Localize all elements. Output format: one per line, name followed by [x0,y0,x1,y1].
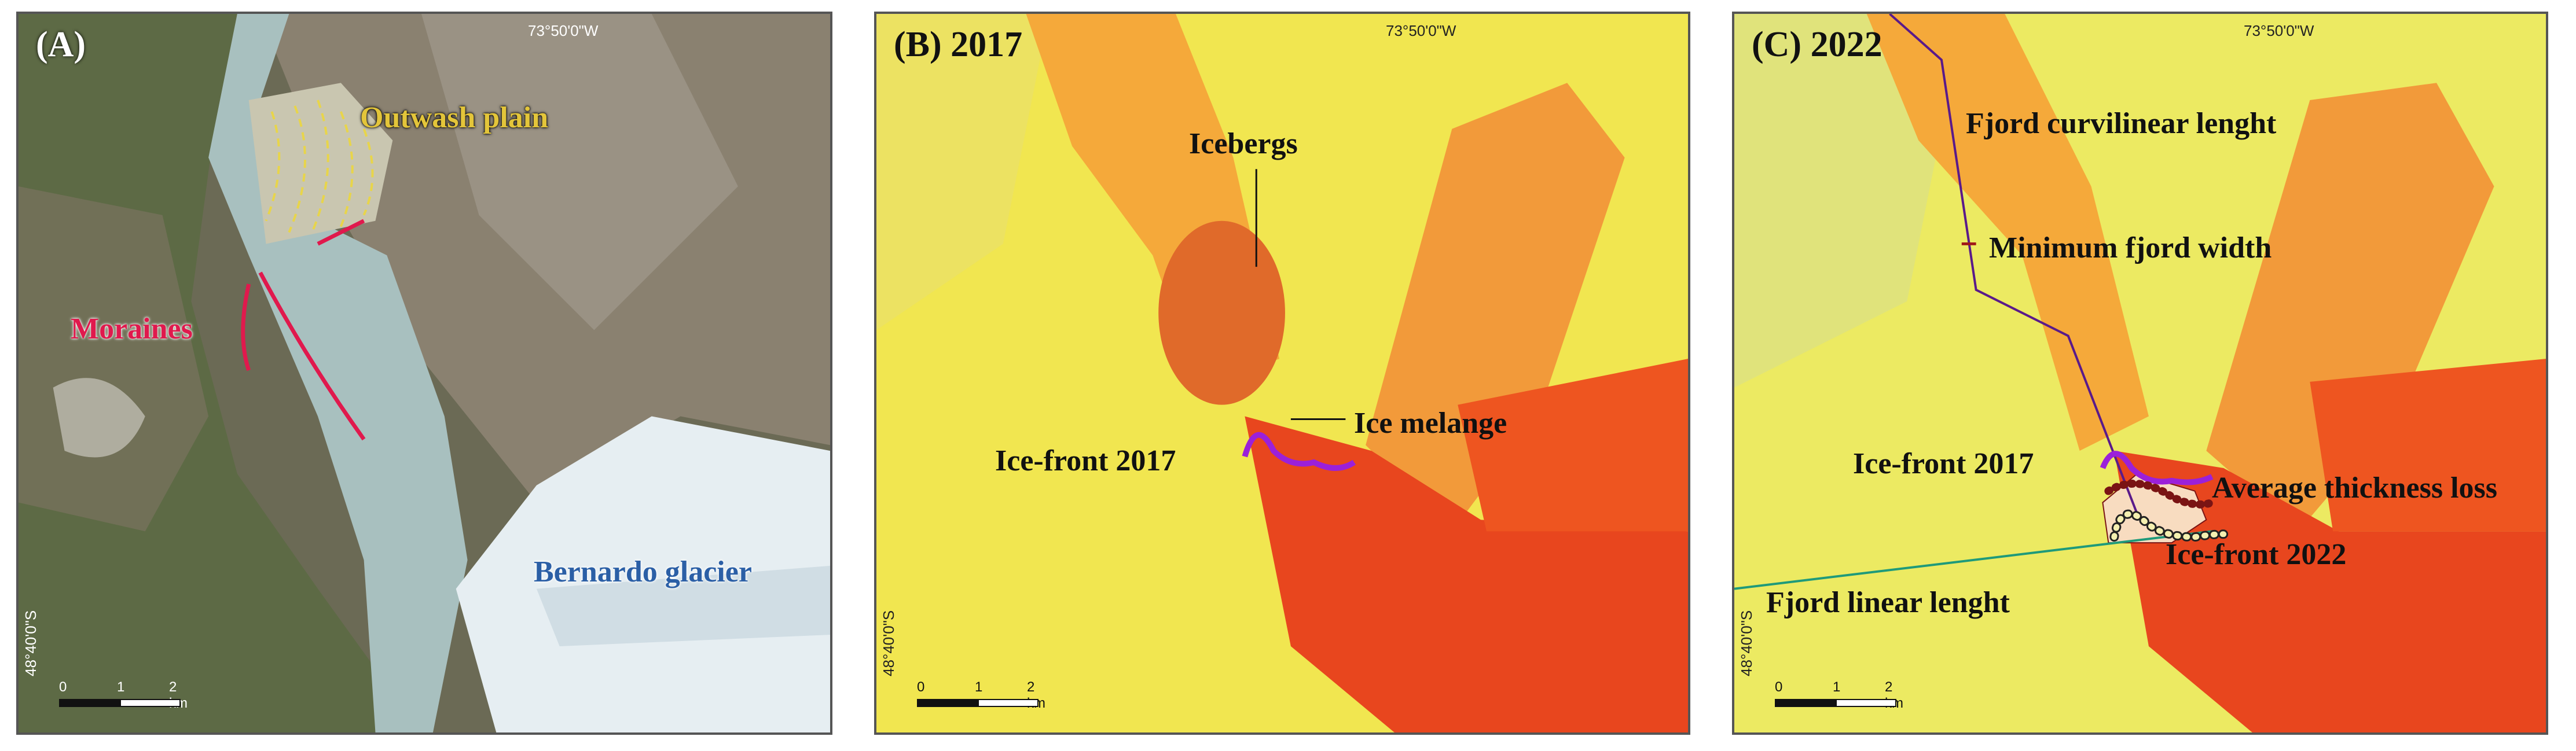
ice-front-2017-label: Ice-front 2017 [1853,447,2034,480]
linear-line [1734,530,2212,590]
scale-tick-1: 1 [117,679,125,695]
longitude-label: 73°50'0"W [528,22,599,39]
ice-melange-label: Ice melange [1354,407,1507,440]
velocity-map-2017 [876,14,1688,732]
scale-tick-1: 1 [1833,679,1841,695]
scale-bar: 0 1 2 km [59,679,188,714]
latitude-label: 48°40'0"S [880,610,897,676]
ice-front-2022-dots [2111,511,2227,540]
longitude-label: 73°50'0"W [1386,22,1456,39]
longitude-label: 73°50'0"W [2244,22,2314,39]
ice-front-2017-line [2100,451,2214,485]
latitude-label: 48°40'0"S [1738,610,1755,676]
panel-b-velocity-2017: (B) 2017 73°50'0"W 48°40'0"S Icebergs Ic… [874,12,1690,735]
moraine-lines [241,219,366,441]
scale-tick-0: 0 [1775,679,1783,695]
moraines-label: Moraines [71,312,193,345]
scale-bar-white [1836,699,1896,707]
thickness-loss-label: Average thickness loss [2212,472,2498,505]
thickness-dots [2104,479,2217,509]
scale-bar: 0 1 2 km [917,679,1045,714]
scale-bar-white [120,699,181,707]
curvilinear-label: Fjord curvilinear lenght [1966,107,2277,140]
curvilinear-line [1889,14,2138,515]
icebergs-label: Icebergs [1189,127,1298,160]
panel-b-label: (B) 2017 [894,25,1023,64]
ice-front-2022-label: Ice-front 2022 [2166,538,2347,571]
scale-tick-1: 1 [975,679,983,695]
linear-length-label: Fjord linear lenght [1766,586,2010,619]
panel-c-velocity-2022: (C) 2022 73°50'0"W 48°40'0"S Fjord curvi… [1732,12,2548,735]
outwash-plain-label: Outwash plain [360,101,549,134]
bernardo-glacier-label: Bernardo glacier [534,555,752,588]
latitude-label: 48°40'0"S [22,610,39,676]
scale-bar: 0 1 2 km [1775,679,1903,714]
panel-a-satellite: (A) 73°50'0"W 48°40'0"S Outwash plain Mo… [16,12,832,735]
panel-c-label: (C) 2022 [1752,25,1883,64]
satellite-map [19,14,830,732]
velocity-map-2022 [1734,14,2546,732]
scale-tick-0: 0 [59,679,67,695]
ice-front-2017-line [1242,432,1356,471]
scale-tick-0: 0 [917,679,925,695]
scale-bar-black [917,699,978,707]
scale-bar-white [978,699,1039,707]
outwash-dashes [265,100,374,233]
min-width-label: Minimum fjord width [1989,231,2272,264]
scale-bar-black [59,699,120,707]
scale-bar-black [1775,699,1836,707]
ice-front-2017-label: Ice-front 2017 [995,444,1176,477]
panel-a-label: (A) [36,25,86,64]
